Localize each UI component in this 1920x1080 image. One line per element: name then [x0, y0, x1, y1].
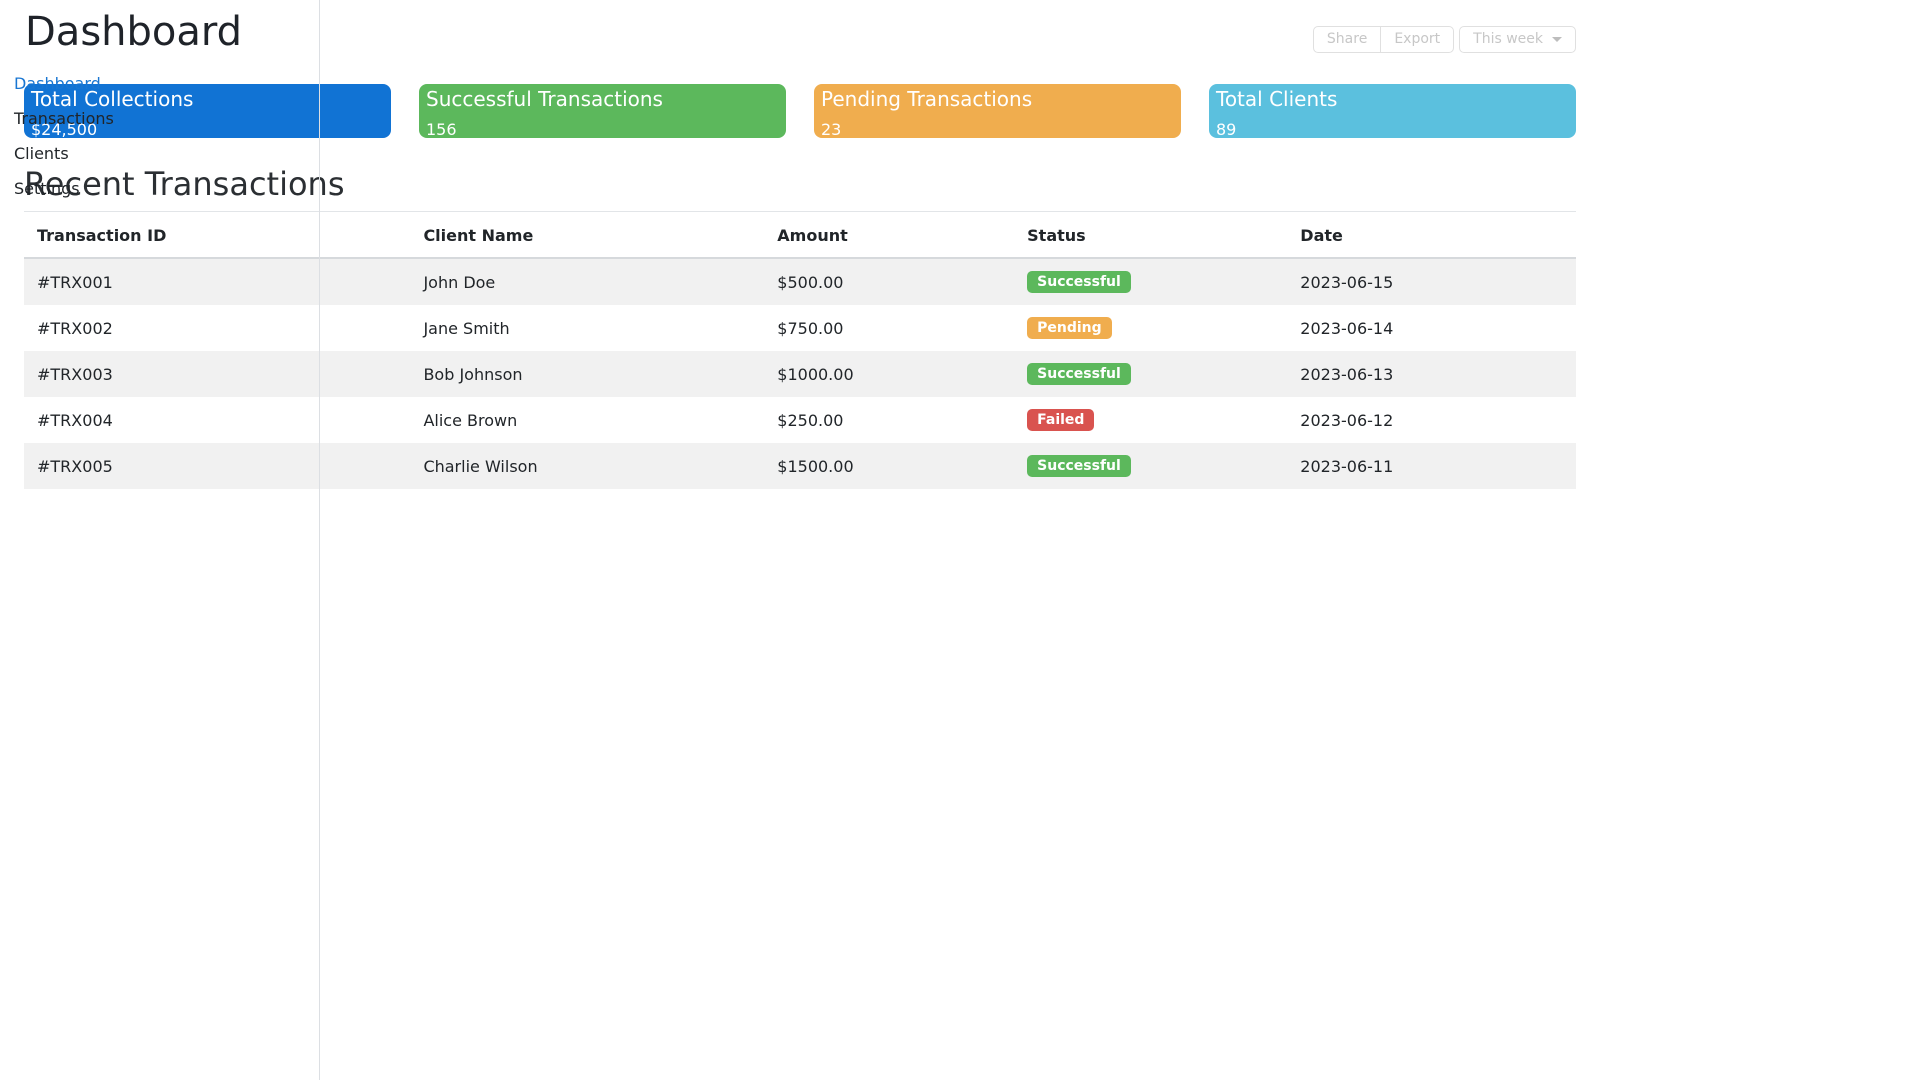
stat-card-value: 89: [1216, 120, 1237, 139]
status-cell: Failed: [1014, 397, 1287, 443]
sidebar-item-dashboard[interactable]: Dashboard: [14, 74, 101, 93]
stat-card-pending-transactions: Pending Transactions 23: [814, 84, 1181, 139]
date-cell: 2023-06-13: [1300, 364, 1394, 384]
main-content: Total Collections $24,500 Successful Tra…: [24, 84, 1576, 489]
chevron-down-icon: [1552, 37, 1562, 42]
stat-card-value: $24,500: [31, 120, 98, 139]
share-export-button-group: Share Export: [1312, 26, 1455, 53]
table-row: #TRX005 Charlie Wilson $1500.00 Successf…: [24, 443, 1576, 489]
stat-card-title: Total Collections: [31, 87, 194, 111]
date-cell: 2023-06-12: [1300, 410, 1394, 430]
stat-cards-row: Total Collections $24,500 Successful Tra…: [24, 84, 1576, 139]
column-header-client-name: Client Name: [410, 212, 765, 259]
sidebar-item-transactions[interactable]: Transactions: [14, 109, 114, 128]
column-header-amount: Amount: [764, 212, 1015, 259]
client-name-cell: John Doe: [423, 272, 496, 292]
stat-card-value: 23: [821, 120, 842, 139]
transaction-id-cell: #TRX001: [37, 272, 113, 292]
stat-card-total-clients: Total Clients 89: [1209, 84, 1576, 139]
status-badge: Successful: [1027, 271, 1131, 293]
period-dropdown-label: This week: [1473, 31, 1543, 47]
client-name-cell: Alice Brown: [423, 410, 518, 430]
page-title: Dashboard: [25, 9, 243, 55]
amount-cell: $1000.00: [777, 364, 854, 384]
date-cell: 2023-06-11: [1300, 456, 1394, 476]
status-cell: Successful: [1014, 351, 1287, 397]
column-header-status: Status: [1014, 212, 1288, 259]
status-cell: Successful: [1014, 443, 1287, 489]
table-row: #TRX002 Jane Smith $750.00 Pending 2023-…: [24, 305, 1576, 351]
share-button[interactable]: Share: [1312, 26, 1382, 53]
status-badge: Pending: [1027, 317, 1112, 339]
sidebar-item-clients[interactable]: Clients: [14, 144, 69, 163]
header-actions: Share Export This week: [1312, 26, 1576, 53]
stat-card-total-collections: Total Collections $24,500: [24, 84, 391, 139]
sidebar-item-settings[interactable]: Settings: [14, 179, 80, 198]
amount-cell: $1500.00: [777, 456, 854, 476]
table-row: #TRX001 John Doe $500.00 Successful 2023…: [24, 258, 1576, 305]
table-header-row: Transaction ID Client Name Amount Status…: [24, 212, 1576, 259]
section-title: Recent Transactions: [24, 165, 1576, 212]
amount-cell: $500.00: [777, 272, 844, 292]
column-header-date: Date: [1287, 212, 1576, 259]
period-dropdown[interactable]: This week: [1459, 26, 1576, 53]
sidebar-nav: Dashboard Transactions Clients Settings: [14, 74, 114, 214]
transactions-table: Transaction ID Client Name Amount Status…: [24, 212, 1576, 489]
status-cell: Successful: [1014, 258, 1287, 305]
column-header-transaction-id: Transaction ID: [24, 212, 411, 259]
status-badge: Failed: [1027, 409, 1095, 431]
stat-card-value: 156: [426, 120, 457, 139]
stat-card-title: Successful Transactions: [426, 87, 663, 111]
date-cell: 2023-06-14: [1300, 318, 1394, 338]
client-name-cell: Jane Smith: [423, 318, 510, 338]
client-name-cell: Charlie Wilson: [423, 456, 538, 476]
table-row: #TRX003 Bob Johnson $1000.00 Successful …: [24, 351, 1576, 397]
transaction-id-cell: #TRX003: [37, 364, 113, 384]
transaction-id-cell: #TRX005: [37, 456, 113, 476]
amount-cell: $250.00: [777, 410, 844, 430]
stat-card-title: Total Clients: [1216, 87, 1338, 111]
transaction-id-cell: #TRX002: [37, 318, 113, 338]
date-cell: 2023-06-15: [1300, 272, 1394, 292]
status-cell: Pending: [1014, 305, 1287, 351]
transaction-id-cell: #TRX004: [37, 410, 113, 430]
status-badge: Successful: [1027, 455, 1131, 477]
status-badge: Successful: [1027, 363, 1131, 385]
export-button[interactable]: Export: [1380, 26, 1455, 53]
stat-card-successful-transactions: Successful Transactions 156: [419, 84, 786, 139]
stat-card-title: Pending Transactions: [821, 87, 1033, 111]
client-name-cell: Bob Johnson: [423, 364, 523, 384]
table-row: #TRX004 Alice Brown $250.00 Failed 2023-…: [24, 397, 1576, 443]
sidebar: Dashboard Transactions Clients Settings: [0, 0, 320, 1080]
amount-cell: $750.00: [777, 318, 844, 338]
